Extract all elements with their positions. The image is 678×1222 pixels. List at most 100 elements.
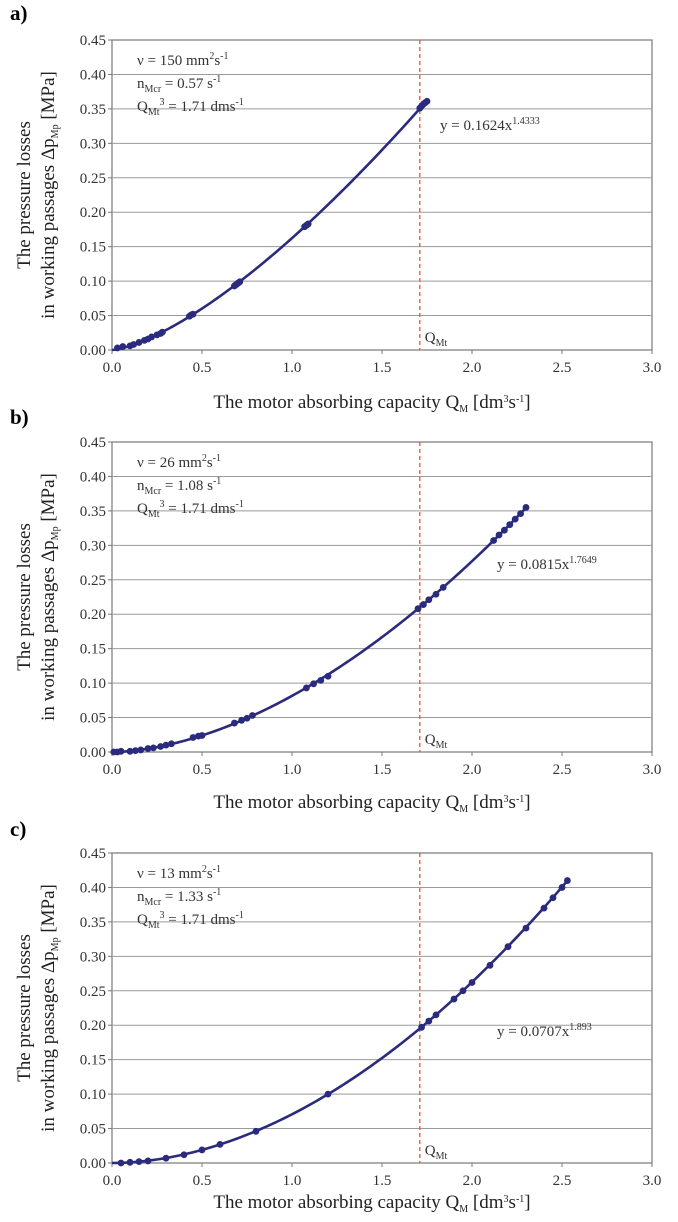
fit-equation: y = 0.1624x1.4333 bbox=[440, 116, 540, 134]
y-tick-label: 0.30 bbox=[80, 538, 106, 554]
plot-area bbox=[111, 441, 653, 753]
y-axis-title-line2: in working passages ΔpMp [MPa] bbox=[38, 473, 61, 721]
x-tick-label: 1.0 bbox=[283, 762, 302, 778]
data-point bbox=[180, 1151, 188, 1159]
y-tick-label: 0.35 bbox=[80, 102, 106, 118]
data-point bbox=[425, 596, 433, 604]
data-point bbox=[168, 740, 175, 748]
data-point bbox=[150, 744, 157, 752]
y-tick-label: 0.00 bbox=[80, 745, 106, 761]
data-point bbox=[231, 719, 238, 727]
y-tick-label: 0.30 bbox=[80, 136, 106, 152]
data-point bbox=[425, 1017, 433, 1025]
parameter-annotation: nMcr = 1.33 s-1 bbox=[137, 887, 221, 908]
data-point bbox=[564, 877, 571, 884]
data-point bbox=[324, 672, 332, 680]
y-tick-label: 0.45 bbox=[80, 846, 106, 862]
y-axis-title-line2: in working passages ΔpMp [MPa] bbox=[38, 884, 61, 1132]
data-point bbox=[144, 745, 152, 752]
x-tick-label: 3.0 bbox=[643, 360, 662, 376]
y-tick-label: 0.05 bbox=[80, 711, 106, 727]
data-point bbox=[310, 680, 317, 688]
chart-panel-1: 0.00 0.05 0.10 0.15 0.20 0.25 0.30 0.35 0.40 0.45… bbox=[10, 1, 661, 415]
data-point bbox=[495, 531, 503, 539]
panel-label: b) bbox=[10, 405, 29, 429]
x-tick-label: 2.0 bbox=[463, 360, 482, 376]
y-tick-label: 0.45 bbox=[80, 435, 106, 451]
data-point bbox=[157, 743, 165, 750]
data-point bbox=[249, 712, 256, 719]
x-tick-label: 2.5 bbox=[553, 1173, 572, 1189]
data-point bbox=[148, 333, 156, 341]
y-tick-label: 0.30 bbox=[80, 949, 106, 965]
x-tick-label: 2.5 bbox=[553, 762, 572, 778]
data-point bbox=[216, 1141, 224, 1148]
data-point bbox=[117, 747, 125, 755]
x-axis-title: The motor absorbing capacity QM [dm3s-1] bbox=[213, 1192, 530, 1215]
x-tick-label: 1.5 bbox=[373, 762, 392, 778]
y-tick-label: 0.20 bbox=[80, 205, 106, 221]
qmt-line-label: QMt bbox=[425, 1143, 448, 1162]
data-point bbox=[549, 894, 557, 902]
fit-equation: y = 0.0707x1.893 bbox=[497, 1022, 592, 1040]
qmt-line-label: QMt bbox=[425, 732, 448, 751]
data-point bbox=[304, 220, 312, 228]
y-tick-label: 0.40 bbox=[80, 67, 106, 83]
x-tick-label: 0.0 bbox=[103, 762, 122, 778]
y-tick-label: 0.05 bbox=[80, 1122, 106, 1138]
y-tick-label: 0.00 bbox=[80, 343, 106, 359]
x-tick-label: 2.0 bbox=[463, 1173, 482, 1189]
data-point bbox=[450, 995, 458, 1003]
x-axis-title: The motor absorbing capacity QM [dm3s-1] bbox=[213, 392, 530, 415]
y-axis-title-line1: The pressure losses bbox=[14, 523, 35, 671]
y-tick-label: 0.15 bbox=[80, 240, 106, 256]
parameter-annotation: nMcr = 1.08 s-1 bbox=[137, 476, 221, 497]
data-point bbox=[159, 328, 166, 336]
x-tick-label: 0.5 bbox=[193, 1173, 212, 1189]
y-tick-label: 0.15 bbox=[80, 1053, 106, 1069]
y-tick-label: 0.40 bbox=[80, 469, 106, 485]
data-point bbox=[238, 716, 246, 724]
y-tick-label: 0.05 bbox=[80, 309, 106, 325]
data-point bbox=[468, 979, 476, 986]
y-tick-label: 0.20 bbox=[80, 1018, 106, 1034]
data-point bbox=[126, 1158, 134, 1166]
panel-label: c) bbox=[10, 817, 26, 841]
x-tick-label: 3.0 bbox=[643, 762, 662, 778]
x-tick-label: 1.0 bbox=[283, 1173, 302, 1189]
x-tick-label: 2.0 bbox=[463, 762, 482, 778]
data-point bbox=[522, 504, 530, 511]
data-point bbox=[504, 943, 512, 951]
chart-panel-3: 0.00 0.05 0.10 0.15 0.20 0.25 0.30 0.35 0.40 0.45… bbox=[10, 817, 661, 1215]
x-tick-label: 0.5 bbox=[193, 360, 212, 376]
data-point bbox=[317, 676, 325, 684]
data-point bbox=[486, 961, 494, 969]
data-point bbox=[114, 344, 121, 352]
x-axis-title: The motor absorbing capacity QM [dm3s-1] bbox=[213, 792, 530, 815]
x-tick-label: 0.0 bbox=[103, 1173, 122, 1189]
y-tick-label: 0.10 bbox=[80, 676, 106, 692]
x-tick-label: 0.5 bbox=[193, 762, 212, 778]
parameter-annotation: ν = 13 mm2s-1 bbox=[137, 864, 221, 882]
data-point bbox=[144, 1157, 152, 1165]
data-point bbox=[303, 684, 310, 692]
data-point bbox=[511, 515, 519, 523]
y-tick-label: 0.15 bbox=[80, 642, 106, 658]
fit-equation: y = 0.0815x1.7649 bbox=[497, 555, 597, 573]
data-point bbox=[135, 339, 143, 346]
y-tick-label: 0.10 bbox=[80, 1087, 106, 1103]
y-tick-label: 0.40 bbox=[80, 880, 106, 896]
data-point bbox=[517, 510, 524, 518]
data-point bbox=[198, 732, 206, 739]
x-tick-label: 2.5 bbox=[553, 360, 572, 376]
x-tick-label: 0.0 bbox=[103, 360, 122, 376]
data-point bbox=[189, 310, 197, 318]
data-point bbox=[162, 741, 170, 749]
plot-area bbox=[111, 39, 653, 351]
data-point bbox=[439, 583, 447, 591]
y-tick-label: 0.45 bbox=[80, 33, 106, 49]
plot-area bbox=[111, 852, 653, 1164]
data-point bbox=[490, 537, 497, 544]
